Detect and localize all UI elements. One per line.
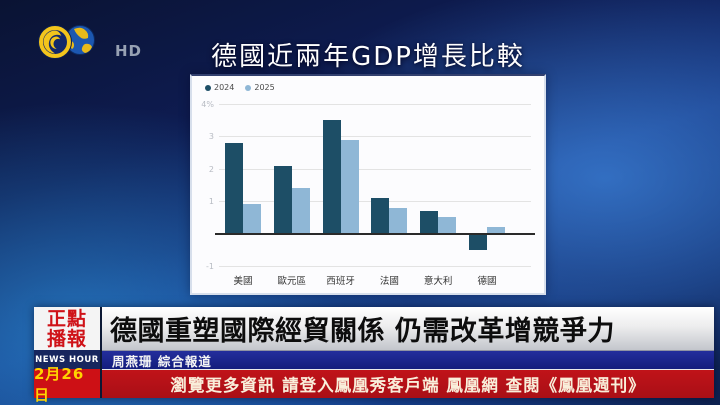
date-badge: 2月26日 — [34, 365, 100, 404]
y-axis-tick-label: 4% — [201, 100, 214, 109]
headline-text: 德國重塑國際經貿關係 仍需改革增競爭力 — [110, 316, 615, 347]
bar-group-美國: 美國 — [225, 104, 261, 287]
chart-title: 德國近兩年GDP增長比較 — [211, 42, 525, 72]
bar-2025-法國 — [389, 207, 408, 234]
bar-2024-美國 — [225, 142, 243, 234]
bar-2024-德國 — [468, 233, 487, 250]
gridline — [219, 168, 531, 170]
x-axis-baseline — [215, 232, 535, 235]
bar-2025-歐元區 — [291, 188, 310, 234]
gridline — [219, 266, 531, 267]
x-axis-category-label: 美國 — [233, 276, 253, 287]
headline-bar: 德國重塑國際經貿關係 仍需改革增競爭力 — [102, 307, 714, 350]
x-axis-category-label: 西班牙 — [326, 276, 355, 287]
bar-2024-西班牙 — [322, 120, 341, 234]
program-name-line1: 正點 — [46, 307, 87, 330]
y-axis-tick-label: 1 — [208, 197, 214, 207]
ticker-bar: 瀏覽更多資訊 請登入鳳凰秀客戶端 鳳凰網 查閱《鳳凰週刊》 — [102, 369, 714, 398]
chart-legend: 2024 2025 — [205, 83, 275, 92]
hd-badge: HD — [115, 42, 143, 60]
bar-2024-法國 — [371, 197, 390, 234]
program-name-line2: 播報 — [46, 327, 87, 350]
x-axis-category-label: 德國 — [477, 276, 497, 287]
bar-2025-德國 — [486, 227, 505, 234]
legend-dot-icon — [205, 84, 211, 91]
legend-item-2024: 2024 — [205, 83, 234, 92]
y-axis-tick-label: 3 — [208, 132, 214, 142]
gridline — [219, 104, 531, 105]
x-axis-category-label: 意大利 — [423, 276, 453, 287]
y-axis-tick-label: -1 — [206, 262, 214, 271]
bar-group-德國: 德國 — [468, 104, 505, 287]
y-axis-tick-label: 2 — [208, 164, 214, 174]
bar-group-意大利: 意大利 — [420, 104, 457, 287]
byline-bar: 周燕珊 綜合報道 — [102, 350, 714, 369]
legend-label: 2024 — [214, 83, 235, 92]
legend-item-2025: 2025 — [245, 83, 275, 92]
gridline — [219, 136, 531, 138]
x-axis-category-label: 歐元區 — [277, 276, 307, 287]
bar-group-法國: 法國 — [371, 104, 408, 287]
bar-2025-西班牙 — [340, 139, 359, 234]
program-subtitle: NEWS HOUR — [34, 350, 100, 369]
phoenix-tv-logo-icon — [38, 25, 95, 59]
legend-dot-icon — [245, 84, 252, 91]
x-axis-category-label: 法國 — [379, 276, 399, 287]
bar-group-西班牙: 西班牙 — [322, 104, 359, 287]
bar-groups: 美國 歐元區 西班牙 法國 意大利 德國 — [219, 104, 531, 287]
lower-third-banner: 正點 播報 德國重塑國際經貿關係 仍需改革增競爭力 NEWS HOUR 周燕珊 … — [34, 307, 714, 404]
chart-panel: 2024 2025 美國 歐元區 西班牙 法國 意大利 德國 4% 3 2 1 -1 — [190, 74, 546, 295]
plot-area: 美國 歐元區 西班牙 法國 意大利 德國 4% 3 2 1 -1 — [201, 100, 535, 287]
program-name-box: 正點 播報 — [34, 307, 100, 350]
bar-2024-意大利 — [420, 210, 439, 234]
legend-label: 2025 — [254, 83, 275, 92]
ticker-text: 瀏覽更多資訊 請登入鳳凰秀客戶端 鳳凰網 查閱《鳳凰週刊》 — [170, 376, 646, 395]
bar-2025-意大利 — [438, 217, 457, 234]
bar-2025-美國 — [243, 204, 261, 234]
bar-2024-歐元區 — [273, 165, 292, 234]
station-branding: HD — [33, 19, 142, 65]
bar-group-歐元區: 歐元區 — [273, 104, 310, 287]
byline-text: 周燕珊 綜合報道 — [112, 353, 212, 369]
